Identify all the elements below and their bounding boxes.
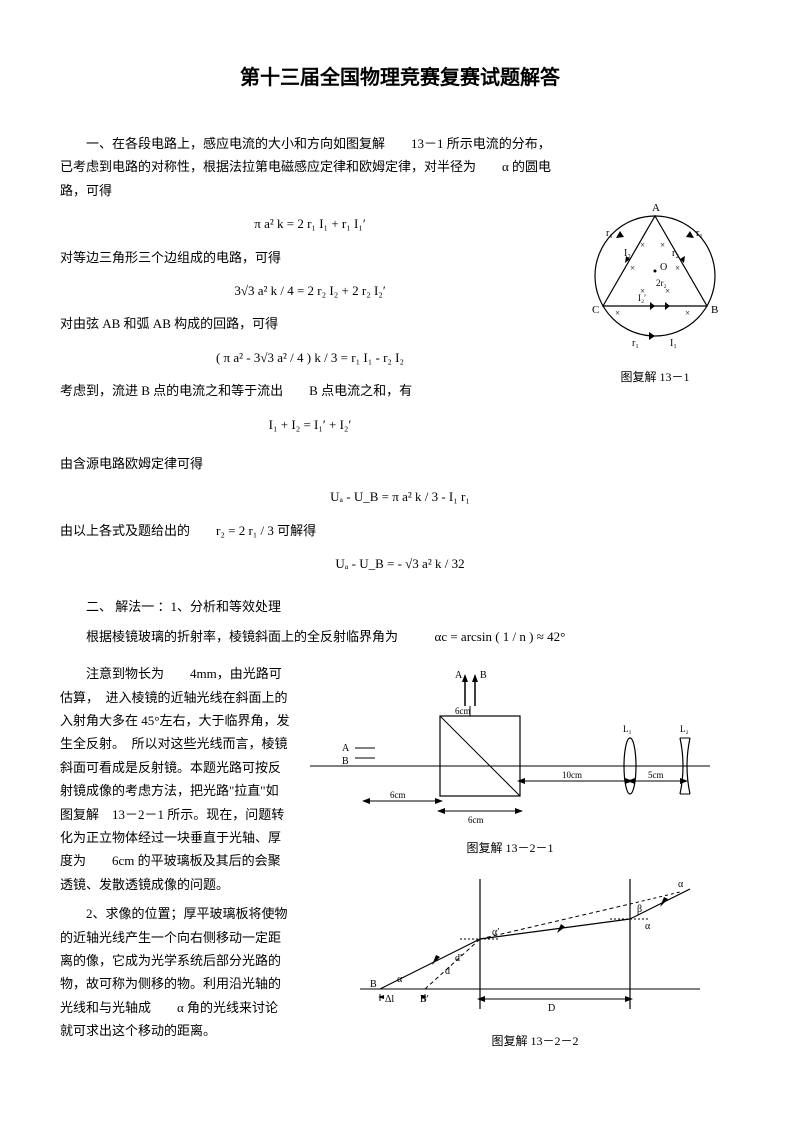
q1-line4: 考虑到，流进 B 点的电流之和等于流出 B 点电流之和，有 — [60, 379, 560, 402]
f1-6cm-left: 6cm — [390, 790, 406, 800]
f1-L2: L₂ — [680, 724, 689, 734]
svg-text:×: × — [630, 263, 635, 273]
q2-p2: 2、求像的位置；厚平玻璃板将使物的近轴光线产生一个向右侧移动一定距离的像，它成为… — [60, 902, 290, 1042]
q2-p1: 注意到物长为 4mm，由光路可估算， 进入棱镜的近轴光线在斜面上的入射角大多在 … — [60, 662, 290, 896]
f2-beta: β — [637, 904, 642, 915]
q1-line6: 由以上各式及题给出的 r₂ = 2 r₁ / 3 可解得 — [60, 519, 740, 542]
f2-B: B — [370, 979, 377, 990]
q2-line1: 根据棱镜玻璃的折射率，棱镜斜面上的全反射临界角为 αc = arcsin ( 1… — [60, 625, 740, 648]
svg-text:×: × — [675, 263, 680, 273]
q1-line2: 对等边三角形三个边组成的电路，可得 — [60, 246, 560, 269]
q2-heading: 二、 解法一 ：1、分析和等效处理 — [60, 595, 740, 618]
q1-line3: 对由弦 AB 和弧 AB 构成的回路，可得 — [60, 312, 560, 335]
f1-B-top: B — [480, 670, 487, 681]
f1-B-side: B — [342, 756, 349, 767]
f1-10cm: 10cm — [562, 770, 582, 780]
label-r1-left: r₁ — [606, 228, 613, 239]
label-I1-bot: I₁ — [670, 338, 677, 349]
q1-eq4: I₁ + I₂ = I₁′ + I₂′ — [60, 413, 560, 436]
f1-L1: L₁ — [623, 724, 632, 734]
f2-alphap: α′ — [492, 927, 499, 938]
page-title: 第十三届全国物理竞赛复赛试题解答 — [60, 60, 740, 96]
q1-eq2: 3√3 a² k / 4 = 2 r₂ I₂ + 2 r₂ I₂′ — [60, 279, 560, 302]
label-O: O — [660, 262, 667, 273]
f1-A-side: A — [342, 743, 350, 754]
question-2: 二、 解法一 ：1、分析和等效处理 根据棱镜玻璃的折射率，棱镜斜面上的全反射临界… — [60, 595, 740, 1052]
f1-6cm-top: 6cm — [455, 706, 471, 716]
f1-6cm-bot: 6cm — [468, 815, 484, 825]
label-B: B — [711, 304, 718, 316]
f2-d: d — [445, 966, 450, 977]
label-I2-left: I₂ — [624, 248, 631, 259]
q1-eq5: Uₐ - U_B = π a² k / 3 - I₁ r₁ — [60, 485, 740, 508]
f2-alpha-left: α — [397, 974, 403, 985]
label-r1-bot: r₁ — [632, 338, 639, 349]
q1-eq1: π a² k = 2 r₁ I₁ + r₁ I₁′ — [60, 212, 560, 235]
f2-dl: Δl — [385, 994, 394, 1005]
f2-alpha-top: α — [678, 879, 684, 890]
svg-text:×: × — [660, 240, 665, 250]
f2-dp: d′ — [455, 953, 462, 964]
f2-alpha-right: α — [645, 921, 651, 932]
svg-text:×: × — [615, 308, 620, 318]
q2-line1b: αc = arcsin ( 1 / n ) ≈ 42° — [435, 629, 566, 644]
label-r1-right: r₁ — [696, 228, 703, 239]
f1-5cm: 5cm — [648, 770, 664, 780]
svg-text:×: × — [640, 240, 645, 250]
q1-eq3: ( π a² - 3√3 a² / 4 ) k / 3 = r₁ I₁ - r₂… — [60, 346, 560, 369]
q1-intro: 一、在各段电路上，感应电流的大小和方向如图复解 13－1 所示电流的分布，已考虑… — [60, 132, 560, 202]
q2-line1a: 根据棱镜玻璃的折射率，棱镜斜面上的全反射临界角为 — [86, 629, 398, 644]
label-I2p: I₂′ — [638, 293, 646, 303]
label-r2-right: r₂ — [672, 248, 679, 259]
figure-13-2-2: B B′ Δl α α′ β α α d d′ D — [350, 869, 710, 1019]
fig-13-2-1-caption: 图复解 13－2－1 — [300, 838, 720, 860]
label-A: A — [652, 202, 660, 214]
f2-D: D — [548, 1003, 555, 1014]
svg-text:×: × — [685, 308, 690, 318]
question-1: 一、在各段电路上，感应电流的大小和方向如图复解 13－1 所示电流的分布，已考虑… — [60, 126, 740, 575]
fig-13-2-2-caption: 图复解 13－2－2 — [350, 1031, 720, 1053]
label-2r2: 2r₂ — [656, 278, 667, 288]
figure-13-1: O A B C × × × × × × × — [570, 186, 740, 356]
fig-13-1-caption: 图复解 13－1 — [570, 367, 740, 389]
q1-line5: 由含源电路欧姆定律可得 — [60, 452, 740, 475]
label-C: C — [592, 304, 599, 316]
f1-A-top: A — [455, 670, 463, 681]
figure-13-2-1: A B 6cm A B 6cm — [300, 656, 720, 826]
q1-eq6: Uₐ - U_B = - √3 a² k / 32 — [60, 552, 740, 575]
